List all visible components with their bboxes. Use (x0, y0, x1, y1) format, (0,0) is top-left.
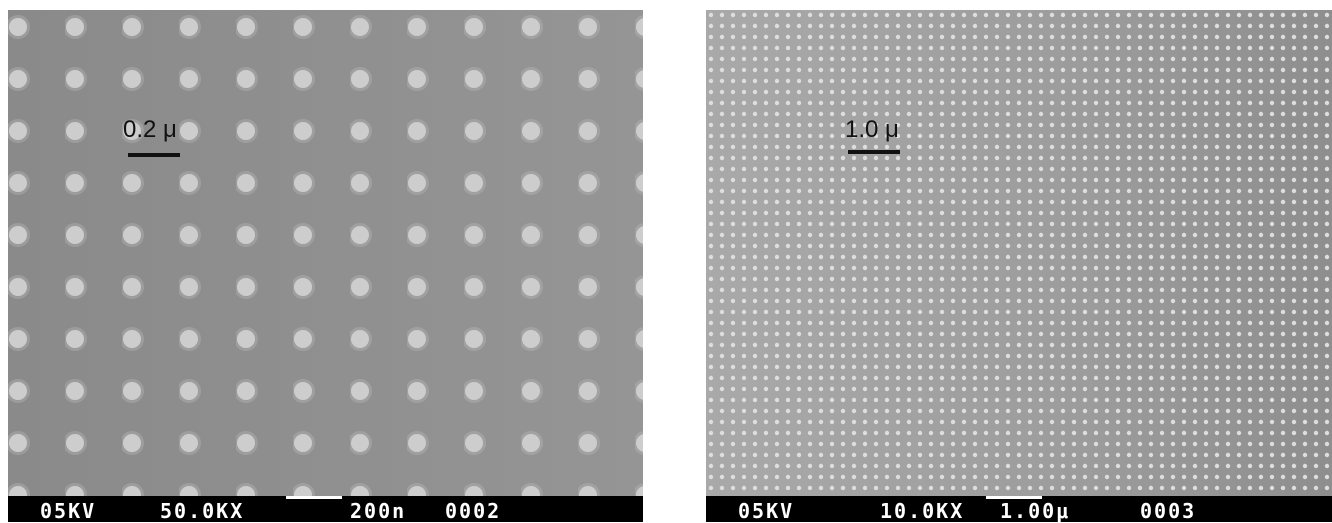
dot-array (8, 10, 643, 496)
image-number: 0002 (445, 499, 501, 523)
voltage: 05KV (738, 499, 794, 523)
voltage: 05KV (40, 499, 96, 523)
scale-label: 0.2 μ (123, 116, 177, 143)
magnification: 50.0KX (160, 499, 244, 523)
panel-left: 0.2 μ 05KV 50.0KX 200n 0002 (8, 10, 643, 523)
scale-bar (128, 153, 180, 157)
footer-bar (8, 496, 643, 522)
scale: 200n (350, 499, 406, 523)
footer-scale-bar (286, 496, 342, 499)
dot-array (706, 10, 1332, 496)
scale-label: 1.0 μ (845, 116, 899, 143)
image-number: 0003 (1140, 499, 1196, 523)
scale: 1.00μ (1000, 499, 1070, 523)
panel-right: 1.0 μ 05KV 10.0KX 1.00μ 0003 (706, 10, 1332, 523)
magnification: 10.0KX (880, 499, 964, 523)
scale-bar (848, 150, 900, 154)
sem-figure: 0.2 μ 05KV 50.0KX 200n 0002 1.0 μ 05KV 1… (0, 0, 1332, 523)
